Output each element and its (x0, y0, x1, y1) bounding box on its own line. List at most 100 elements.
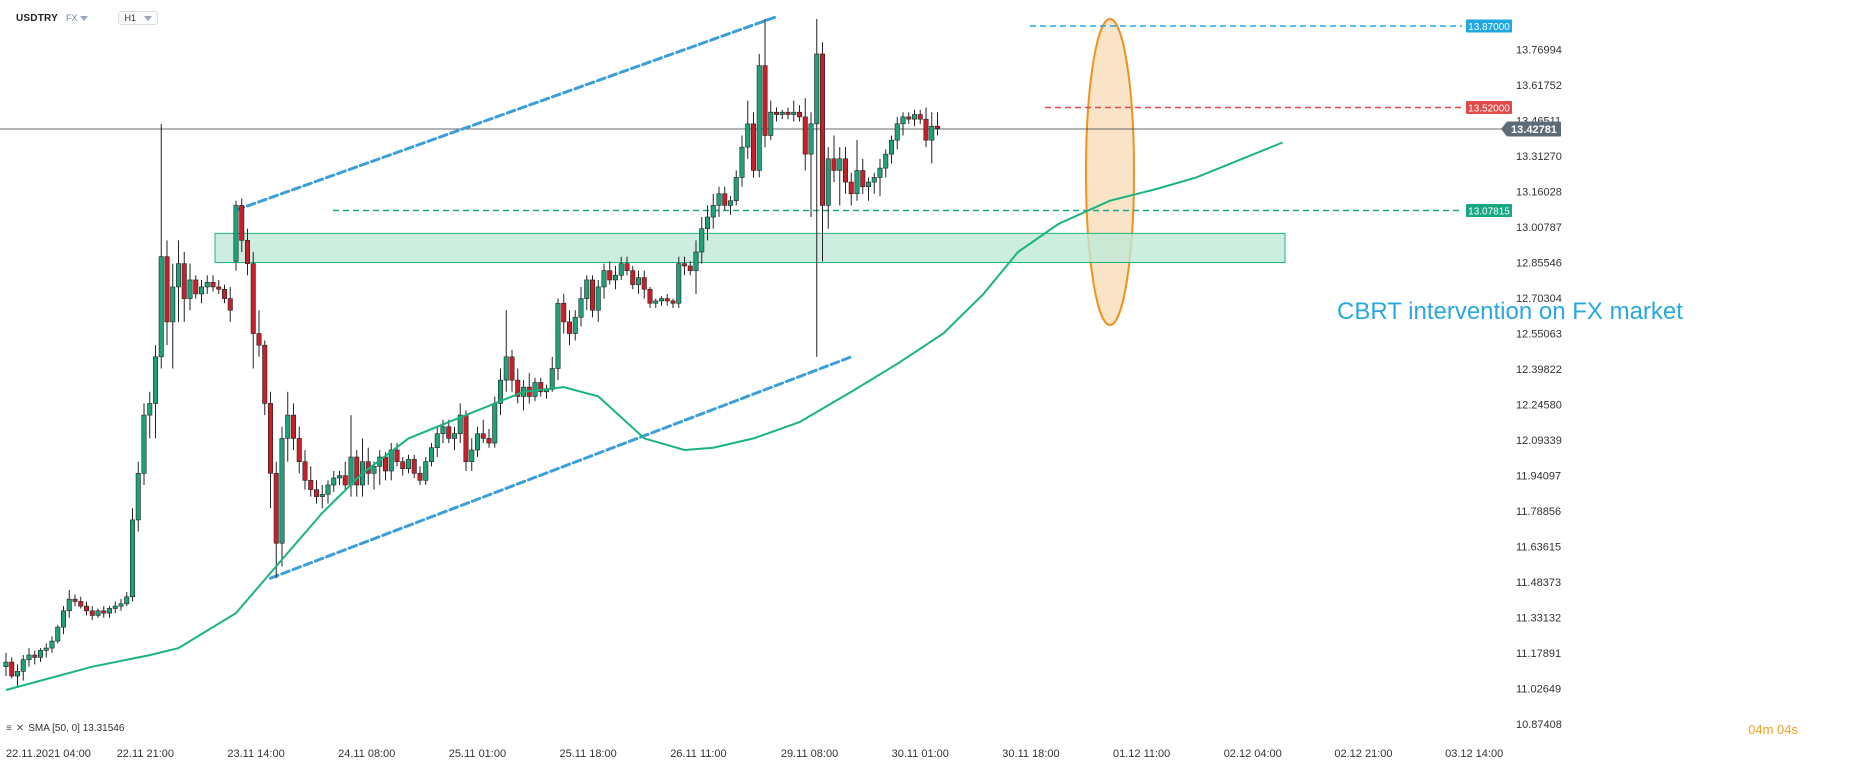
candle-body (791, 111, 797, 115)
candle (124, 592, 130, 607)
sma-indicator-label: SMA [50, 0] 13.31546 (28, 723, 125, 734)
candle-body (601, 270, 607, 288)
candle-body (497, 379, 503, 404)
symbol-label[interactable]: USDTRY (16, 12, 58, 24)
candle (670, 298, 676, 308)
candle (262, 340, 268, 416)
candle (141, 403, 147, 485)
candle (618, 256, 624, 280)
timeframe-selector[interactable]: H1 (118, 11, 158, 25)
candle (359, 438, 365, 497)
candle-body (848, 181, 854, 195)
candle (710, 193, 716, 229)
candle (9, 657, 15, 679)
candle-body (676, 263, 682, 304)
candle (101, 606, 107, 618)
candle-body (130, 519, 136, 598)
candle (37, 648, 43, 663)
candle (635, 270, 641, 294)
y-tick-label: 12.85546 (1516, 257, 1562, 269)
candle (164, 240, 170, 346)
candle-body (900, 116, 906, 125)
candle (520, 380, 526, 411)
candle-body (894, 123, 900, 141)
candle-body (233, 205, 239, 262)
candle-body (814, 53, 820, 125)
candle-body (428, 447, 434, 462)
candle-body (158, 256, 164, 358)
menu-icon[interactable]: ≡ (6, 723, 12, 734)
candle-body (325, 484, 331, 495)
candle-body (135, 473, 141, 521)
candle-body (308, 480, 314, 490)
candle (331, 470, 337, 492)
candle-body (423, 461, 429, 481)
candle-body (607, 270, 613, 281)
candle-body (118, 603, 124, 607)
candle (917, 109, 923, 124)
timeframe-label: H1 (124, 13, 136, 23)
candle-body (503, 356, 509, 381)
candle-body (486, 438, 492, 444)
candle-body (112, 605, 118, 609)
candle (601, 263, 607, 299)
candle (451, 426, 457, 451)
y-tick-label: 12.24580 (1516, 399, 1562, 411)
candle (779, 109, 785, 120)
candle (825, 147, 831, 229)
candle-body (446, 426, 452, 439)
candle (923, 107, 929, 148)
candle (20, 655, 26, 681)
source-selector[interactable]: FX (66, 13, 89, 23)
chart-toolbar: USDTRY FX H1 (16, 8, 158, 28)
candle (227, 286, 233, 322)
candle-body (469, 449, 475, 462)
candle (883, 149, 889, 178)
candle-body (618, 263, 624, 276)
candle (664, 293, 670, 306)
candle (60, 606, 66, 635)
candle-body (204, 281, 210, 288)
candle (612, 265, 618, 290)
candle (497, 368, 503, 416)
candle (176, 240, 182, 322)
candle-body (239, 205, 245, 241)
candle-body (710, 205, 716, 218)
candle-body (561, 302, 567, 323)
candle (624, 256, 630, 276)
candle-body (331, 477, 337, 486)
candle-body (888, 139, 894, 155)
close-icon[interactable]: ✕ (15, 723, 25, 734)
candle-body (681, 263, 687, 267)
candle-body (147, 403, 153, 416)
candle (463, 410, 469, 471)
sma-line (5, 141, 1283, 691)
candle (503, 310, 509, 392)
price-tag-label: 13.87000 (1468, 22, 1510, 33)
candle (469, 438, 475, 471)
x-tick-label: 02.12 04:00 (1224, 748, 1282, 760)
candle (791, 100, 797, 122)
candle (285, 391, 291, 462)
candle (900, 112, 906, 136)
candle-body (405, 459, 411, 469)
candle (130, 508, 136, 602)
candle-body (664, 298, 670, 302)
candle-body (630, 270, 636, 285)
candle (446, 419, 452, 444)
candle (354, 450, 360, 497)
candle (934, 112, 940, 136)
candle (302, 450, 308, 490)
candle (107, 606, 113, 618)
candle-body (566, 321, 572, 334)
y-tick-label: 13.16028 (1516, 186, 1562, 198)
candle-body (911, 114, 917, 120)
y-tick-label: 11.78856 (1516, 506, 1561, 518)
candle (457, 403, 463, 444)
x-tick-label: 22.11.2021 04:00 (6, 748, 91, 760)
candle (32, 650, 38, 665)
candle (371, 461, 377, 490)
candle-body (934, 125, 940, 129)
candle-body (929, 125, 935, 141)
